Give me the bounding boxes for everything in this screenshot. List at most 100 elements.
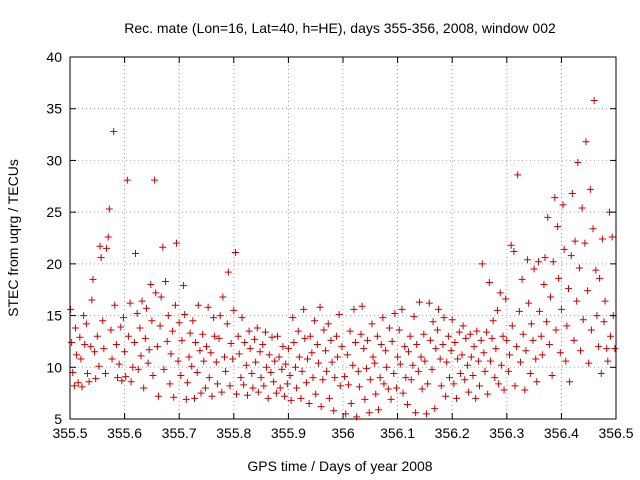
data-point: [167, 350, 175, 358]
data-point: [513, 343, 521, 351]
data-point: [519, 330, 527, 338]
data-point: [586, 185, 594, 193]
data-point: [401, 343, 409, 351]
data-point: [241, 338, 249, 346]
data-point: [371, 359, 379, 367]
data-point: [147, 281, 155, 289]
data-point: [470, 343, 478, 351]
data-point: [424, 380, 432, 388]
data-point: [551, 194, 559, 202]
data-point: [387, 395, 395, 403]
data-point: [294, 327, 302, 335]
data-point: [463, 361, 471, 369]
y-tick-label: 35: [46, 101, 62, 117]
data-point: [585, 359, 593, 367]
data-point: [141, 334, 149, 342]
data-point: [200, 357, 208, 365]
data-point: [589, 225, 597, 233]
data-point: [193, 368, 201, 376]
data-point: [555, 274, 563, 282]
data-point: [162, 277, 170, 285]
data-point: [421, 357, 429, 365]
data-point: [281, 392, 289, 400]
data-point: [458, 351, 466, 359]
data-point: [559, 201, 567, 209]
data-point: [524, 256, 532, 264]
axis-ticks: [69, 56, 617, 420]
data-point: [88, 296, 96, 304]
data-point: [410, 313, 418, 321]
data-point: [380, 380, 388, 388]
data-point: [249, 384, 257, 392]
data-point: [231, 248, 239, 256]
data-point: [140, 384, 148, 392]
data-point: [154, 392, 162, 400]
data-point: [435, 305, 443, 313]
data-point: [157, 293, 165, 301]
y-axis-label: STEC from uqrg / TECUs: [5, 159, 21, 317]
data-point: [132, 250, 140, 258]
data-point: [544, 213, 552, 221]
data-point: [596, 274, 604, 282]
data-point: [357, 330, 365, 338]
data-point: [313, 341, 321, 349]
data-point: [526, 369, 534, 377]
data-point: [481, 367, 489, 375]
data-point: [111, 301, 119, 309]
data-point: [556, 349, 564, 357]
data-point: [480, 349, 488, 357]
data-point: [497, 361, 505, 369]
data-point: [251, 335, 259, 343]
data-point: [308, 349, 316, 357]
data-point: [92, 375, 100, 383]
data-point: [108, 355, 116, 363]
data-point: [543, 318, 551, 326]
data-point: [358, 302, 366, 310]
data-point: [80, 312, 88, 320]
data-point: [67, 305, 75, 313]
data-point: [240, 381, 248, 389]
data-point: [264, 394, 272, 402]
data-point: [360, 345, 368, 353]
data-point: [120, 314, 128, 322]
data-point: [332, 332, 340, 340]
data-point: [81, 341, 89, 349]
data-point: [365, 409, 373, 417]
data-point: [350, 305, 358, 313]
data-point: [388, 337, 396, 345]
data-point: [295, 353, 303, 361]
data-point: [598, 235, 606, 243]
data-point: [123, 176, 131, 184]
data-point: [223, 320, 231, 328]
data-point: [373, 332, 381, 340]
data-point: [473, 327, 481, 335]
data-point: [145, 346, 153, 354]
data-point: [486, 357, 494, 365]
data-point: [549, 258, 557, 266]
data-point: [536, 307, 544, 315]
data-point: [362, 364, 370, 372]
data-point: [71, 324, 79, 332]
data-point: [325, 394, 333, 402]
data-point: [95, 362, 103, 370]
data-point: [254, 388, 262, 396]
data-point: [245, 327, 253, 335]
data-point: [319, 376, 327, 384]
data-point: [314, 359, 322, 367]
data-point: [461, 376, 469, 384]
data-point: [545, 341, 553, 349]
data-point: [210, 314, 218, 322]
data-point: [417, 353, 425, 361]
data-point: [213, 380, 221, 388]
data-point: [607, 332, 615, 340]
data-point: [448, 316, 456, 324]
data-point: [499, 332, 507, 340]
data-point: [291, 363, 299, 371]
data-point: [390, 369, 398, 377]
data-point: [73, 351, 81, 359]
data-point: [478, 260, 486, 268]
data-point: [126, 299, 134, 307]
data-point: [330, 407, 338, 415]
data-point: [429, 318, 437, 326]
